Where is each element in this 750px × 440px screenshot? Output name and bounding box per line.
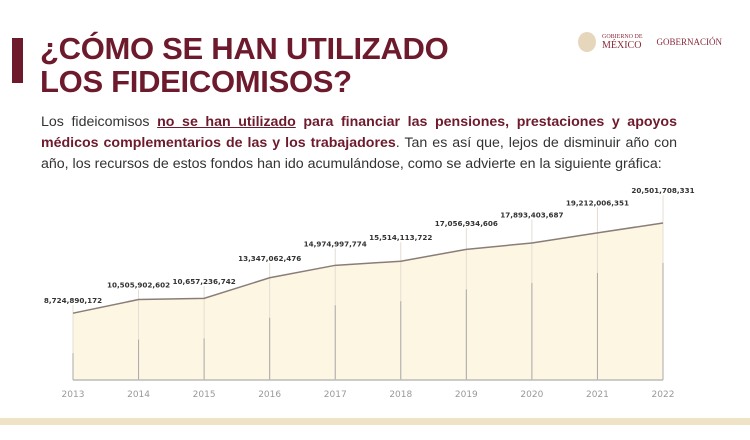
para-emphasis-bold: para financiar las pensiones, prestacion… <box>41 114 677 151</box>
data-label: 10,505,902,602 <box>107 280 170 289</box>
x-tick-label: 2019 <box>455 390 478 400</box>
data-label: 19,212,006,351 <box>566 198 629 207</box>
x-tick-label: 2018 <box>389 390 412 400</box>
title-line-2: LOS FIDEICOMISOS? <box>40 64 352 99</box>
data-label: 14,974,997,774 <box>304 240 367 249</box>
government-logo: GOBIERNO DE MÉXICO GOBERNACIÓN <box>578 32 722 52</box>
para-emphasis-underlined: no se han utilizado <box>157 114 296 130</box>
seal-icon <box>578 32 596 52</box>
x-tick-label: 2014 <box>127 390 150 400</box>
logo-small-text: GOBIERNO DE <box>602 33 643 40</box>
data-label: 13,347,062,476 <box>238 254 301 263</box>
x-tick-label: 2020 <box>520 390 543 400</box>
area-fill <box>73 223 663 380</box>
x-tick-label: 2015 <box>193 390 216 400</box>
para-text-2: . Tan es así que, lejos de disminuir año… <box>41 135 678 172</box>
footer-stripe <box>0 418 750 425</box>
page-title: ¿CÓMO SE HAN UTILIZADO LOS FIDEICOMISOS? <box>40 31 449 99</box>
para-text-1: Los fideicomisos <box>41 114 158 130</box>
x-tick-label: 2021 <box>586 390 609 400</box>
series-line <box>72 222 664 314</box>
data-label: 17,056,934,606 <box>435 219 498 228</box>
body-paragraph: Los fideicomisos no se han utilizado par… <box>41 112 677 175</box>
data-label: 8,724,890,172 <box>44 296 102 305</box>
logo-dept-text: GOBERNACIÓN <box>656 37 723 47</box>
data-label: 20,501,708,331 <box>631 186 694 195</box>
x-tick-label: 2013 <box>62 390 85 400</box>
x-tick-label: 2017 <box>324 390 347 400</box>
title-accent-bar <box>12 38 23 83</box>
x-tick-label: 2016 <box>258 390 281 400</box>
data-label: 15,514,113,722 <box>369 233 432 242</box>
x-tick-label: 2022 <box>652 390 675 400</box>
data-label: 10,657,236,742 <box>173 277 236 286</box>
data-label: 17,893,403,687 <box>500 211 563 220</box>
logo-main-text: MÉXICO <box>602 39 642 51</box>
title-line-1: ¿CÓMO SE HAN UTILIZADO <box>40 31 449 66</box>
